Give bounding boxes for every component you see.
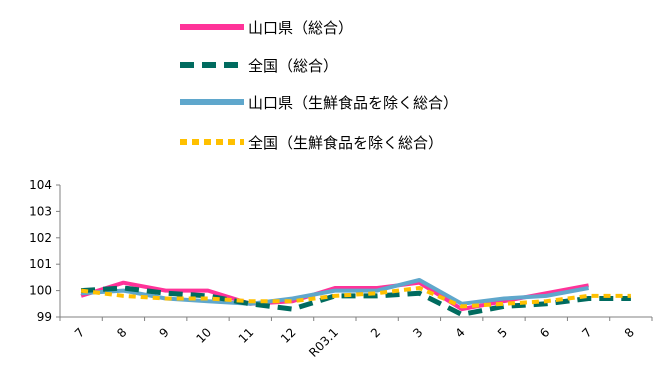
x-tick-label: 11 [236,325,257,346]
legend-label: 山口県（総合） [248,19,353,37]
plot-area: 99 100 101 102 103 104 7 8 9 10 11 12 R03.1 2 3 4 5 6 7 8 [29,178,653,360]
series-line [80,285,631,317]
y-tick-label: 99 [37,310,52,324]
legend-label: 全国（総合） [248,57,338,75]
x-tick-label: 8 [114,325,129,340]
x-tick-label: 3 [410,325,425,340]
x-tick-label: 12 [278,325,299,346]
x-tick-label: R03.1 [306,325,341,360]
legend-item: 全国（総合） [180,57,338,75]
x-tick-label: 2 [368,325,383,340]
y-tick-label: 102 [29,231,52,245]
legend-item: 全国（生鮮食品を除く総合） [180,134,443,152]
legend-item: 山口県（生鮮食品を除く総合） [180,94,458,112]
legend-label: 山口県（生鮮食品を除く総合） [248,94,458,112]
x-tick-label: 5 [495,325,510,340]
x-tick-label: 6 [537,325,552,340]
chart-legend: 山口県（総合） 全国（総合） 山口県（生鮮食品を除く総合） 全国（生鮮食品を除く総合） [180,19,458,152]
x-tick-label: 7 [72,325,87,340]
y-axis-ticks: 99 100 101 102 103 104 [29,178,60,324]
y-tick-label: 101 [29,257,52,271]
series-line [80,280,589,312]
legend-label: 全国（生鮮食品を除く総合） [248,134,443,152]
x-tick-label: 9 [157,325,172,340]
y-tick-label: 104 [29,178,52,192]
x-tick-label: 10 [193,325,214,346]
x-tick-label: 8 [622,325,637,340]
x-tick-label: 4 [453,325,468,340]
y-tick-label: 103 [29,204,52,218]
x-tick-label: 7 [579,325,594,340]
legend-item: 山口県（総合） [180,19,353,37]
series-layer [80,278,631,317]
x-axis-ticks: 7 8 9 10 11 12 R03.1 2 3 4 5 6 7 8 [59,317,653,360]
y-tick-label: 100 [29,284,52,298]
